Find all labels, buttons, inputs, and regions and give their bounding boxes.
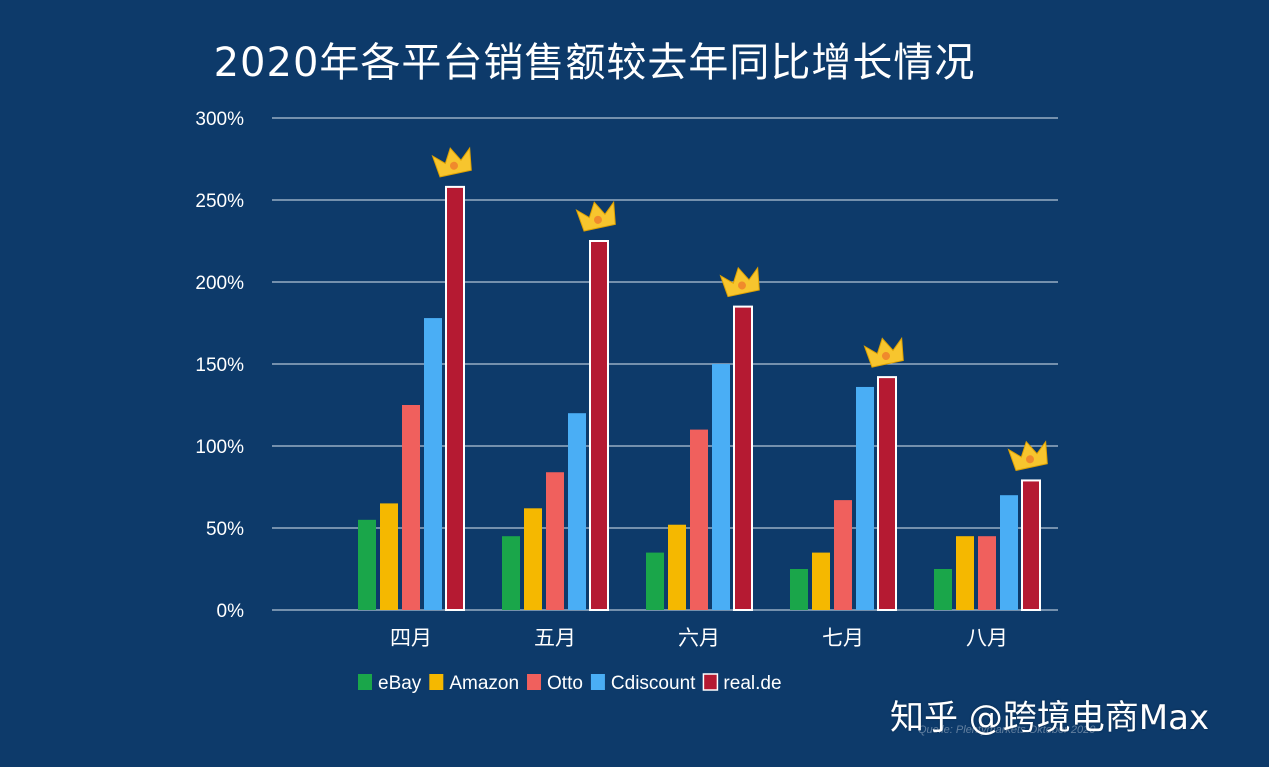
bar-amazon (812, 552, 830, 610)
y-tick-label: 300% (195, 109, 244, 130)
legend-swatch (429, 674, 444, 690)
bar-realde (445, 185, 465, 611)
bar-amazon (380, 503, 398, 610)
bar-otto (546, 472, 564, 610)
bar-cdiscount (712, 364, 730, 610)
legend-label: Cdiscount (611, 673, 696, 694)
y-tick-label: 250% (195, 191, 244, 212)
y-tick-label: 200% (195, 273, 244, 294)
legend-label: eBay (378, 673, 422, 694)
x-tick-label: 四月 (390, 627, 432, 650)
legend-swatch (590, 674, 605, 690)
bar-realde (1021, 479, 1041, 611)
bar-realde (589, 240, 609, 611)
x-tick-label: 八月 (966, 627, 1008, 650)
x-tick-label: 五月 (534, 627, 576, 650)
y-tick-label: 100% (195, 437, 244, 458)
legend-label: Amazon (449, 673, 519, 694)
source-note: Quelle: Plentymarkets Oktober 2020 (918, 724, 1096, 736)
bar-realde (733, 305, 753, 611)
bar-cdiscount (1000, 495, 1018, 610)
bar-amazon (668, 524, 686, 610)
legend-swatch (358, 674, 372, 690)
bar-ebay (358, 519, 376, 610)
crown-icon (719, 266, 760, 298)
legend-label: Otto (547, 673, 583, 694)
crown-icon (431, 146, 472, 178)
bar-amazon (956, 536, 974, 610)
bar-ebay (934, 569, 952, 610)
bar-otto (402, 405, 420, 610)
crown-icon (863, 336, 904, 368)
y-tick-label: 50% (206, 519, 244, 540)
y-tick-label: 0% (217, 601, 245, 622)
bar-ebay (646, 552, 664, 610)
legend-swatch (527, 674, 542, 690)
bar-realde (877, 376, 897, 611)
bar-amazon (524, 508, 542, 610)
watermark: 知乎 @跨境电商Max (890, 698, 1210, 738)
legend-swatch (702, 673, 719, 691)
crown-icon (1007, 440, 1048, 472)
bar-otto (834, 500, 852, 610)
crown-icon (575, 200, 616, 232)
legend-label: real.de (723, 673, 781, 694)
x-tick-label: 七月 (822, 627, 864, 650)
bar-otto (978, 536, 996, 610)
chart-title: 2020年各平台销售额较去年同比增长情况 (213, 40, 976, 86)
y-tick-label: 150% (195, 355, 244, 376)
x-tick-label: 六月 (678, 627, 720, 650)
bar-ebay (790, 569, 808, 610)
bar-otto (690, 429, 708, 610)
bar-cdiscount (424, 318, 442, 610)
bar-cdiscount (856, 386, 874, 610)
bar-cdiscount (568, 413, 586, 610)
bar-ebay (502, 536, 520, 610)
